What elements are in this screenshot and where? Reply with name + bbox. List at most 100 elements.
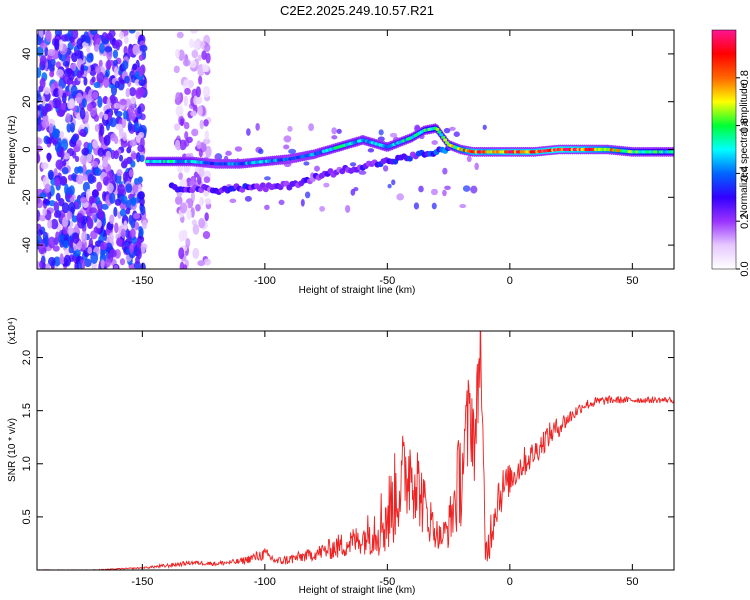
heatmap-cell: [53, 201, 59, 211]
heatmap-cell: [65, 112, 71, 123]
heatmap-cell: [109, 117, 117, 128]
heatmap-cell: [37, 261, 41, 269]
heatmap-cell: [178, 172, 184, 180]
heatmap-cell: [132, 212, 141, 220]
heatmap-cell: [130, 219, 136, 229]
heatmap-cell: [201, 63, 209, 73]
heatmap-cell: [139, 44, 148, 52]
y-tick-label: 40: [21, 48, 33, 60]
heatmap-cell: [39, 42, 48, 49]
heatmap-cell: [367, 148, 375, 153]
heatmap-cell: [111, 96, 118, 105]
heatmap-cell: [129, 87, 137, 97]
heatmap-cell: [91, 189, 99, 198]
heatmap-cell: [396, 193, 404, 201]
heatmap-cell: [133, 260, 141, 269]
heatmap-cell: [44, 46, 49, 57]
spectrogram-y-label: Frequency (Hz): [7, 116, 18, 185]
colorbar-tick-label: 0.8: [739, 70, 750, 85]
heatmap-cell: [71, 52, 78, 63]
heatmap-cell: [96, 181, 103, 192]
heatmap-cell: [287, 125, 293, 132]
heatmap-cell: [47, 256, 56, 267]
heatmap-cell: [183, 121, 190, 130]
heatmap-cell: [283, 135, 292, 143]
heatmap-cell: [204, 212, 209, 222]
heatmap-cell: [197, 105, 203, 117]
heatmap-cell: [117, 183, 126, 195]
heatmap-cell: [86, 45, 91, 53]
heatmap-cell: [93, 43, 100, 52]
heatmap-cell: [60, 34, 69, 42]
heatmap-cell: [62, 240, 70, 249]
heatmap-cell: [188, 38, 194, 48]
heatmap-cell: [97, 96, 103, 108]
heatmap-cell: [121, 195, 128, 205]
heatmap-cell: [199, 196, 204, 206]
heatmap-cell: [55, 61, 61, 69]
x-tick-label: -50: [379, 275, 395, 287]
heatmap-cell: [441, 135, 446, 139]
heatmap-cell: [64, 183, 69, 196]
heatmap-cell: [98, 211, 104, 221]
heatmap-cell: [192, 247, 200, 259]
heatmap-cell: [49, 70, 55, 78]
heatmap-cell: [61, 102, 67, 111]
heatmap-cell: [314, 165, 320, 172]
heatmap-cell: [58, 86, 63, 98]
heatmap-cell: [86, 53, 94, 63]
heatmap-cell: [138, 79, 146, 87]
heatmap-cell: [191, 49, 199, 59]
heatmap-cell: [43, 87, 51, 95]
heatmap-cell: [68, 70, 75, 81]
heatmap-cell: [140, 262, 146, 269]
heatmap-cell: [40, 162, 49, 170]
heatmap-cell: [47, 48, 56, 56]
heatmap-cell: [418, 185, 424, 193]
heatmap-cell: [102, 191, 107, 202]
heatmap-cell: [431, 202, 437, 210]
heatmap-cell: [69, 36, 75, 43]
heatmap-cell: [358, 170, 367, 175]
snr-line: [37, 331, 674, 570]
heatmap-cell: [66, 210, 73, 220]
heatmap-cell: [129, 139, 137, 147]
heatmap-cell: [204, 43, 211, 53]
heatmap-cell: [462, 185, 471, 192]
heatmap-cell: [80, 196, 88, 204]
heatmap-cell: [184, 87, 191, 95]
heatmap-cell: [300, 198, 305, 207]
heatmap-cell: [45, 263, 51, 269]
heatmap-cell: [178, 247, 185, 260]
heatmap-cell: [102, 156, 109, 168]
heatmap-cell: [63, 254, 72, 267]
heatmap-cell: [93, 33, 101, 46]
snr-line-series: [37, 331, 674, 570]
heatmap-cell: [197, 260, 205, 267]
heatmap-cell: [132, 44, 140, 56]
heatmap-cell: [90, 251, 99, 264]
heatmap-cell: [258, 148, 264, 155]
heatmap-cell: [93, 81, 101, 89]
snr-frame: [36, 330, 675, 571]
heatmap-cell: [87, 246, 93, 255]
heatmap-cell: [54, 38, 60, 50]
heatmap-cell: [387, 183, 392, 189]
heatmap-cell: [48, 200, 56, 207]
heatmap-cell: [103, 113, 109, 121]
snr-x-label: Height of straight line (km): [299, 585, 416, 596]
heatmap-cell: [190, 110, 197, 117]
heatmap-cell: [101, 203, 109, 210]
heatmap-cell: [104, 46, 113, 53]
heatmap-cell: [130, 228, 136, 239]
heatmap-cell: [71, 134, 78, 143]
chart-title: C2E2.2025.249.10.57.R21: [280, 3, 434, 18]
heatmap-cell: [115, 123, 123, 130]
heatmap-cell: [91, 91, 99, 100]
heatmap-cell: [64, 248, 70, 257]
heatmap-cell: [69, 122, 75, 133]
heatmap-cell: [68, 201, 76, 214]
heatmap-cell: [48, 123, 54, 134]
heatmap-cell: [79, 154, 88, 165]
heatmap-cell: [90, 160, 99, 168]
